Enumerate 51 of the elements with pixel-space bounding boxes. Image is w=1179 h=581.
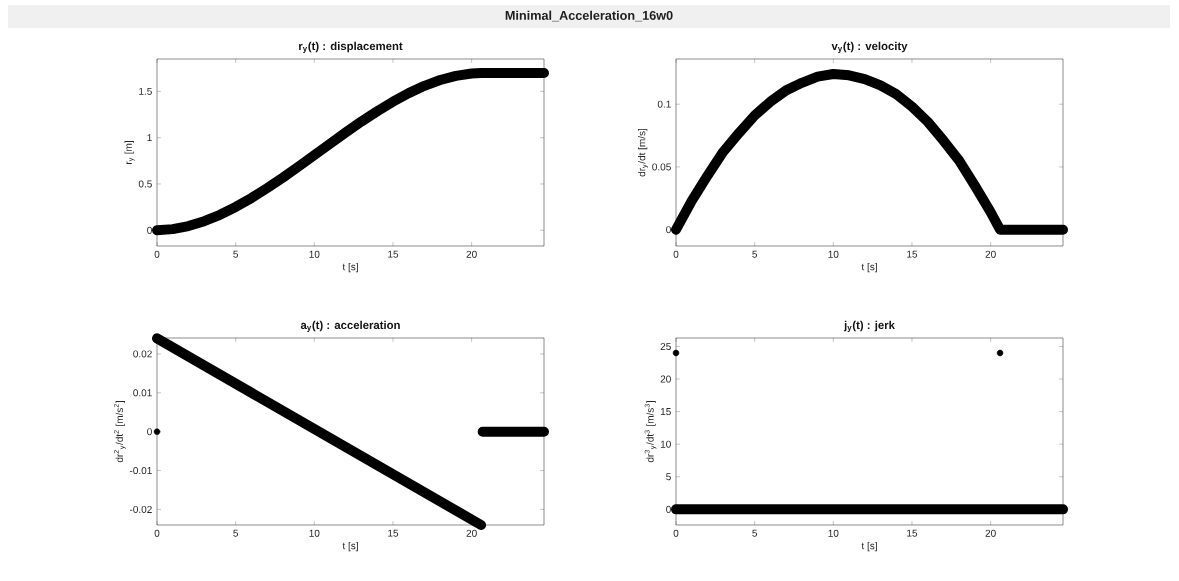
y-tick-label: 0.05 [652, 163, 671, 171]
x-axis-title: t [s] [342, 262, 358, 273]
y-tick-label: 1 [147, 134, 152, 142]
x-tick-label: 0 [154, 250, 160, 258]
x-tick-label: 5 [752, 250, 758, 258]
x-tick-label: 5 [233, 529, 239, 537]
x-tick-label: 10 [828, 529, 839, 537]
y-tick-label: 0 [147, 226, 152, 234]
y-tick-label: -0.01 [129, 467, 152, 475]
chart-title: j$_{y}$(t) : jerk [843, 320, 895, 332]
x-tick-label: 20 [466, 250, 477, 258]
y-tick-label: 0 [666, 226, 671, 234]
y-tick-label: 25 [660, 342, 671, 350]
y-axis-title: dr$^{2}$$_{y}$/dt$^{2}$ [m/s$^{2}$] [113, 401, 126, 463]
x-tick-label: 0 [154, 529, 160, 537]
x-axis-title: t [s] [342, 541, 358, 552]
x-axis-title: t [s] [861, 262, 877, 273]
x-tick-label: 10 [309, 529, 320, 537]
y-tick-label: 0.1 [657, 100, 671, 108]
x-tick-label: 15 [907, 529, 918, 537]
x-tick-label: 5 [752, 529, 758, 537]
y-axis-title: dr$_{y}$/dt [m/s] [637, 128, 649, 177]
y-tick-label: 0 [147, 428, 152, 436]
x-tick-label: 20 [985, 529, 996, 537]
x-tick-label: 0 [673, 529, 679, 537]
x-tick-label: 10 [309, 250, 320, 258]
y-tick-label: 0.01 [133, 389, 152, 397]
chart-title: v$_{y}$(t) : velocity [831, 41, 908, 53]
chart-title: r$_{y}$(t) : displacement [299, 41, 403, 53]
y-tick-label: 10 [660, 440, 671, 448]
x-tick-label: 20 [466, 529, 477, 537]
y-tick-label: 1.5 [139, 87, 152, 95]
y-axis-title: dr$^{3}$$_{y}$/dt$^{3}$ [m/s$^{3}$] [644, 401, 657, 463]
text: Minimal_Acceleration_16w0 [505, 10, 673, 22]
x-tick-label: 5 [233, 250, 239, 258]
x-tick-label: 20 [985, 250, 996, 258]
y-tick-label: -0.02 [129, 505, 152, 513]
x-axis-title: t [s] [861, 541, 877, 552]
y-tick-label: 20 [660, 375, 671, 383]
x-tick-label: 15 [907, 250, 918, 258]
chart-title: a$_{y}$(t) : acceleration [300, 320, 400, 332]
y-tick-label: 15 [660, 408, 671, 416]
x-tick-label: 15 [388, 250, 399, 258]
y-tick-label: 0 [666, 505, 671, 513]
y-axis-title: r$_{y}$ [m] [124, 141, 135, 164]
y-tick-label: 0.02 [133, 350, 152, 358]
y-tick-label: 0.5 [138, 180, 152, 188]
x-tick-label: 10 [828, 250, 839, 258]
y-tick-label: 5 [666, 473, 671, 481]
x-tick-label: 15 [388, 529, 399, 537]
x-tick-label: 0 [673, 250, 679, 258]
